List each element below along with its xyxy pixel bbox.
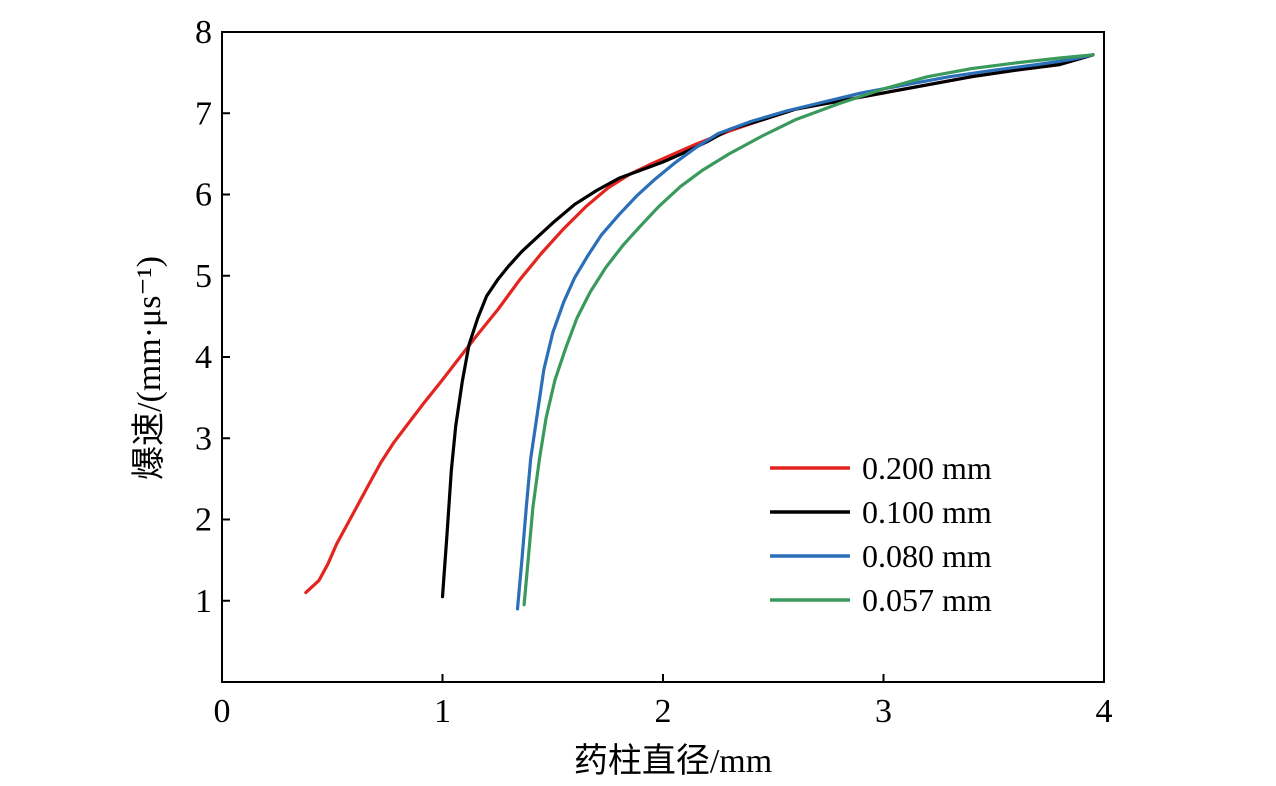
x-axis-ticks: 0 1 2 3 4	[214, 674, 1113, 730]
legend-label: 0.057 mm	[862, 582, 992, 618]
y-tick-label: 3	[195, 420, 212, 457]
legend: 0.200 mm 0.100 mm 0.080 mm 0.057 mm	[770, 450, 992, 618]
legend-label: 0.080 mm	[862, 538, 992, 574]
y-axis-ticks: 1 2 3 4 5 6 7 8	[195, 14, 230, 620]
y-tick-label: 2	[195, 502, 212, 539]
y-tick-label: 5	[195, 258, 212, 295]
y-tick-label: 1	[195, 583, 212, 620]
series-line-4	[522, 53, 1095, 607]
legend-label: 0.200 mm	[862, 450, 992, 486]
y-tick-label: 8	[195, 14, 212, 51]
y-tick-label: 6	[195, 177, 212, 214]
y-axis-label: 爆速/(mm·μs⁻¹)	[131, 256, 168, 480]
x-tick-label: 1	[434, 693, 451, 730]
x-tick-label: 4	[1096, 693, 1113, 730]
legend-label: 0.100 mm	[862, 494, 992, 530]
x-tick-label: 0	[214, 693, 231, 730]
x-tick-label: 2	[655, 693, 672, 730]
y-tick-label: 7	[195, 95, 212, 132]
series-line-2	[440, 53, 1095, 599]
x-tick-label: 3	[875, 693, 892, 730]
series-lines	[304, 53, 1095, 611]
y-tick-label: 4	[195, 339, 212, 376]
x-axis-label: 药柱直径/mm	[574, 742, 772, 780]
series-line-3	[515, 53, 1095, 611]
